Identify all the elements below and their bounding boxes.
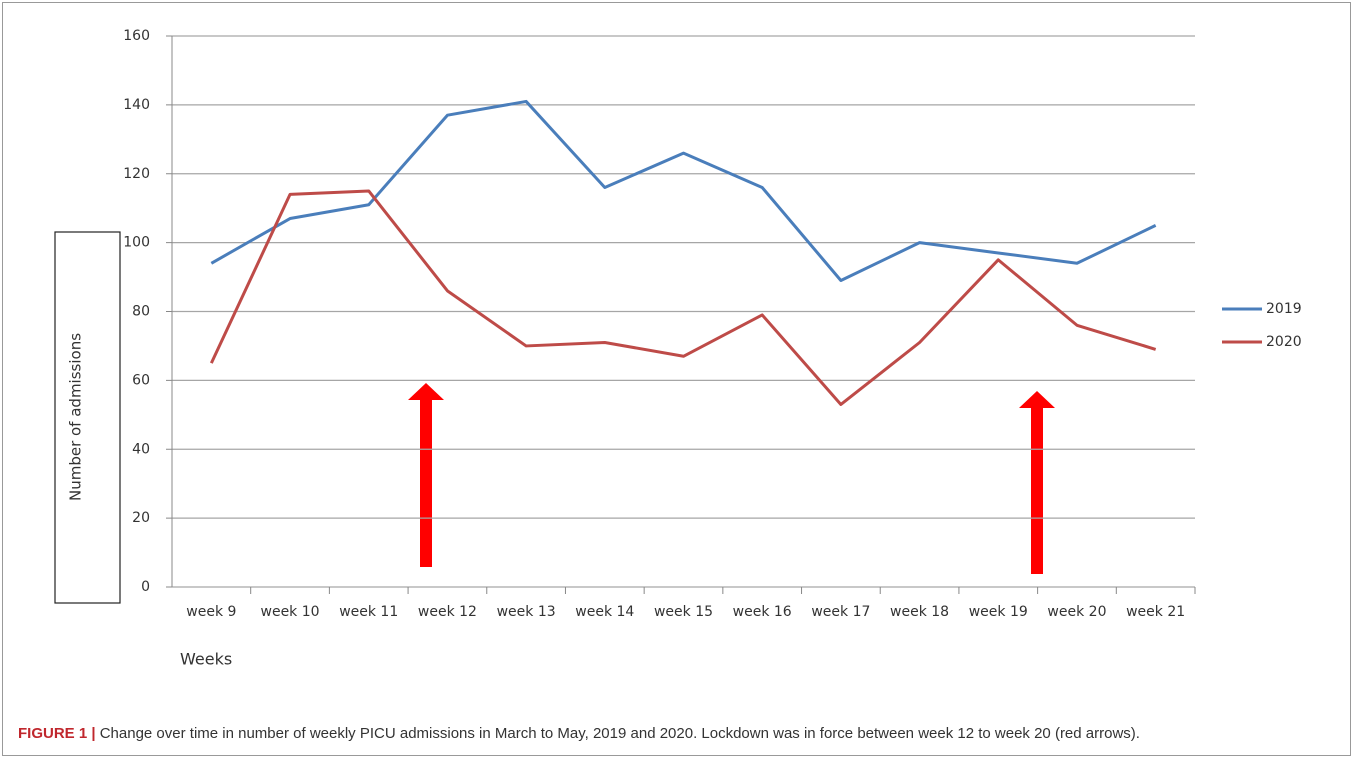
y-tick-label: 100	[123, 235, 150, 251]
legend-label: 2019	[1266, 301, 1302, 317]
plot: 0 20 40 60 80 100 120 140 160 week 9 week 10 week 1…	[123, 28, 1301, 620]
x-tick-label: week 18	[890, 604, 949, 620]
x-tick-label: week 16	[733, 604, 792, 620]
x-tick-label: week 11	[339, 604, 398, 620]
y-tick-label: 120	[123, 166, 150, 182]
x-tick-label: week 10	[261, 604, 320, 620]
x-tick-label: week 19	[969, 604, 1028, 620]
x-tick-label: week 17	[811, 604, 870, 620]
x-axis-label: Weeks	[180, 650, 232, 669]
legend-label: 2020	[1266, 334, 1302, 350]
x-tick-label: week 14	[575, 604, 634, 620]
x-tick-label: week 15	[654, 604, 713, 620]
y-tick-label: 140	[123, 97, 150, 113]
series-line	[209, 189, 1157, 406]
lockdown-arrow	[1019, 391, 1055, 574]
y-label-box	[54, 231, 121, 604]
y-tick-label: 40	[132, 441, 150, 457]
y-tick-label: 160	[123, 28, 150, 44]
y-axis-label: Number of admissions	[67, 333, 85, 501]
x-tick-label: week 9	[186, 604, 236, 620]
y-tick-label: 60	[132, 372, 150, 388]
x-tick-label: week 20	[1047, 604, 1106, 620]
caption-label: FIGURE 1 |	[18, 725, 96, 742]
y-tick-label: 80	[132, 304, 150, 320]
lockdown-arrow	[408, 383, 444, 567]
series-line	[210, 99, 1157, 283]
caption: FIGURE 1 | Change over time in number of…	[18, 724, 1338, 744]
x-tick-label: week 13	[497, 604, 556, 620]
y-tick-label: 0	[141, 579, 150, 595]
caption-text: Change over time in number of weekly PIC…	[99, 725, 1140, 742]
x-tick-label: week 12	[418, 604, 477, 620]
x-tick-label: week 21	[1126, 604, 1185, 620]
chart: Number of admissions Weeks 0 20 40 60 80 100 1…	[54, 28, 1302, 669]
y-tick-label: 20	[132, 510, 150, 526]
